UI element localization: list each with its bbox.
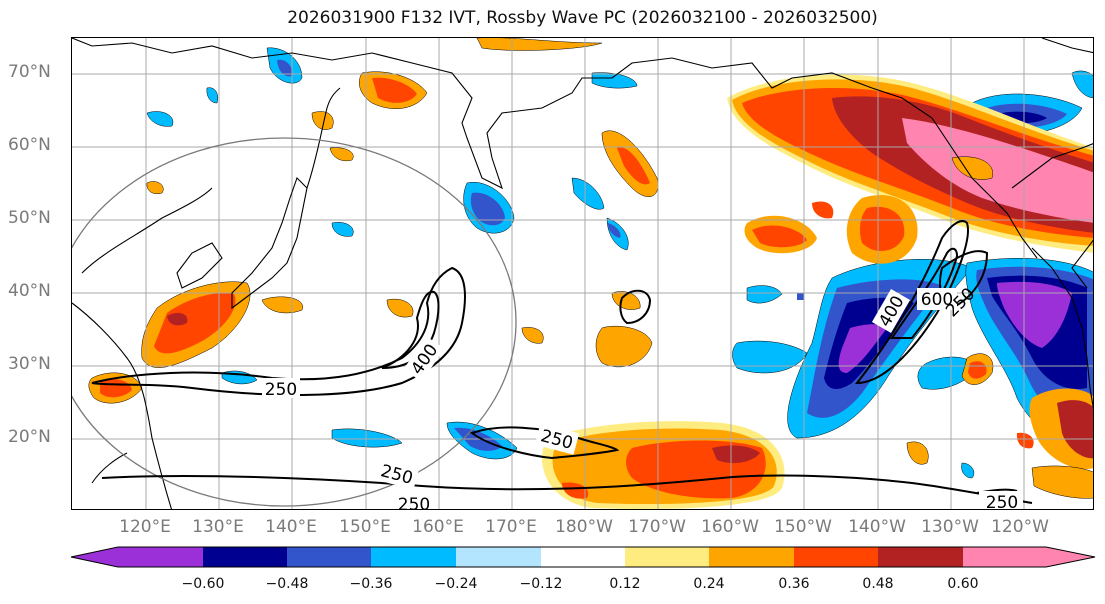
colorbar-segment-5 bbox=[541, 547, 625, 567]
lat-label-30n: 30°N bbox=[8, 354, 51, 374]
colorbar-segment-3 bbox=[371, 547, 456, 567]
contour-label-group: 400 250 250 250 250 400 600 250 250 bbox=[262, 284, 1023, 510]
colorbar-segment-4 bbox=[456, 547, 541, 567]
contour-label-250-north: 250 bbox=[265, 380, 297, 400]
colorbar-tick-neg-012: −0.12 bbox=[519, 576, 563, 592]
contour-label-250-south-west: 250 bbox=[378, 461, 415, 489]
map-area: 400 250 250 250 250 400 600 250 250 bbox=[71, 37, 1094, 510]
lon-label-170e: 170°E bbox=[485, 517, 537, 537]
colorbar-segment-0 bbox=[71, 547, 203, 567]
lon-label-150w: 150°W bbox=[774, 517, 832, 537]
colorbar-segment-8 bbox=[794, 547, 878, 567]
colorbar-tick-pos-036: 0.36 bbox=[778, 576, 810, 592]
colorbar bbox=[70, 546, 1096, 568]
lat-label-50n: 50°N bbox=[8, 208, 51, 228]
colorbar-segment-9 bbox=[878, 547, 963, 567]
colorbar-tick-pos-048: 0.48 bbox=[862, 576, 894, 592]
colorbar-tick-pos-012: 0.12 bbox=[609, 576, 641, 592]
lon-label-120w: 120°W bbox=[991, 517, 1049, 537]
lon-label-180w: 180°W bbox=[555, 517, 613, 537]
colorbar-segment-7 bbox=[709, 547, 794, 567]
coastlines bbox=[72, 38, 1093, 509]
contour-label-250-southeast: 250 bbox=[986, 493, 1018, 510]
lon-label-140e: 140°E bbox=[265, 517, 317, 537]
lat-label-20n: 20°N bbox=[8, 427, 51, 447]
lon-label-170w: 170°W bbox=[628, 517, 686, 537]
lon-label-150e: 150°E bbox=[339, 517, 391, 537]
lon-label-140w: 140°W bbox=[848, 517, 906, 537]
map-title: 2026031900 F132 IVT, Rossby Wave PC (202… bbox=[287, 8, 878, 28]
lon-label-120e: 120°E bbox=[119, 517, 171, 537]
colorbar-segment-10 bbox=[963, 547, 1095, 567]
contour-label-250-south: 250 bbox=[398, 495, 430, 510]
lat-label-40n: 40°N bbox=[8, 281, 51, 301]
lon-label-130e: 130°E bbox=[192, 517, 244, 537]
colorbar-tick-neg-036: −0.36 bbox=[349, 576, 393, 592]
lon-label-160e: 160°E bbox=[412, 517, 464, 537]
colorbar-segment-1 bbox=[203, 547, 287, 567]
lon-label-130w: 130°W bbox=[921, 517, 979, 537]
colorbar-tick-neg-060: −0.60 bbox=[181, 576, 225, 592]
map-canvas: 400 250 250 250 250 400 600 250 250 bbox=[72, 38, 1093, 510]
colorbar-tick-neg-024: −0.24 bbox=[434, 576, 478, 592]
colorbar-tick-pos-024: 0.24 bbox=[693, 576, 725, 592]
colorbar-segment-6 bbox=[625, 547, 709, 567]
lat-label-60n: 60°N bbox=[8, 135, 51, 155]
contour-label-600: 600 bbox=[921, 290, 953, 310]
highlight-circle bbox=[72, 137, 517, 507]
colorbar-tick-pos-060: 0.60 bbox=[947, 576, 979, 592]
colorbar-segment-2 bbox=[287, 547, 371, 567]
lat-label-70n: 70°N bbox=[8, 62, 51, 82]
colorbar-tick-neg-048: −0.48 bbox=[265, 576, 309, 592]
lon-label-160w: 160°W bbox=[701, 517, 759, 537]
